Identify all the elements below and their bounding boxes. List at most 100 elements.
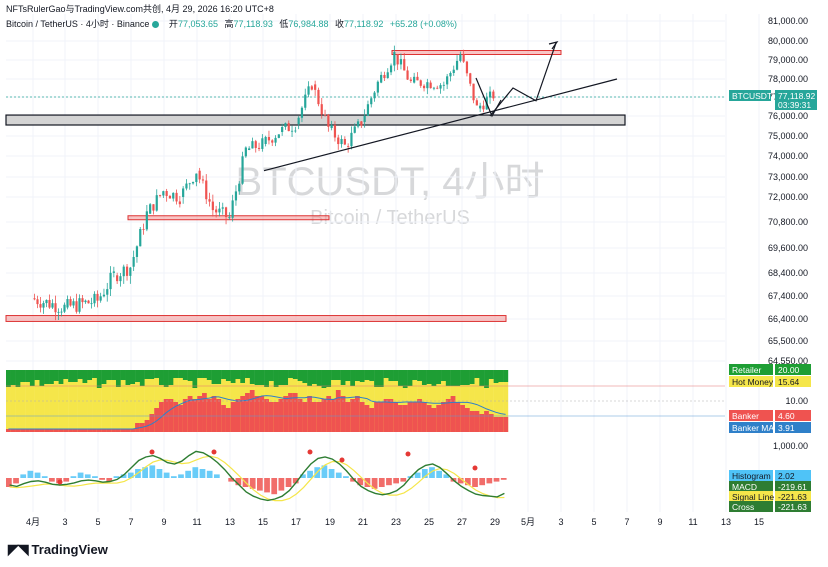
candle-body	[479, 105, 482, 109]
candle-body	[112, 271, 115, 273]
price-tick-label: 73,000.00	[768, 172, 808, 182]
candle-body	[290, 130, 294, 132]
time-tick-label: 17	[291, 517, 301, 527]
banker-bar	[192, 399, 198, 432]
change-value: +65.28 (+0.08%)	[389, 19, 457, 29]
retailer-bar	[34, 370, 40, 380]
banker-ma-tag-value-bg	[775, 422, 811, 433]
retailer-bar	[82, 370, 88, 383]
retailer-bar	[436, 370, 442, 384]
histogram-bar	[421, 469, 428, 478]
histogram-bar	[393, 478, 399, 484]
banker-bar	[273, 402, 279, 432]
candle-body	[482, 105, 485, 110]
close-label: 收	[334, 19, 344, 29]
histogram-bar	[278, 478, 285, 491]
candle-body	[241, 156, 244, 184]
banker-bar	[173, 402, 179, 432]
tradingview-logo[interactable]: ◤◥ TradingView	[8, 541, 108, 558]
banker-ma-tag-label: Banker MA	[732, 423, 774, 433]
candle-body	[452, 69, 455, 74]
candle-body	[198, 170, 201, 180]
hot-money-bar	[479, 386, 485, 432]
retailer-bar	[68, 370, 74, 382]
capital-flow-indicator	[6, 370, 725, 432]
histogram-bar	[192, 467, 199, 478]
candle-body	[90, 303, 93, 305]
hot-money-bar	[503, 382, 509, 432]
candle-body	[78, 298, 81, 312]
retailer-bar	[460, 370, 466, 385]
symbol-description[interactable]: Bitcoin / TetherUS · 4小时 · Binance	[6, 19, 150, 29]
candle-body	[75, 301, 78, 312]
banker-bar	[216, 399, 222, 432]
candle-body	[413, 76, 416, 83]
price-tag-bg	[775, 90, 817, 110]
banker-bar	[68, 429, 74, 432]
retailer-bar	[307, 370, 313, 386]
retailer-bar	[154, 370, 160, 378]
macd-tag-label: Cross	[732, 502, 754, 512]
hot-money-bar	[53, 381, 59, 432]
price-tick-label: 70,800.00	[768, 217, 808, 227]
hot-money-bar	[34, 380, 40, 432]
price-zone	[391, 50, 562, 55]
banker-bar	[355, 396, 360, 432]
candle-body	[254, 141, 257, 148]
candle-body	[455, 60, 459, 70]
candle-body	[106, 289, 109, 295]
time-tick-label: 19	[325, 517, 335, 527]
banker-bar	[402, 405, 408, 432]
candle-body	[409, 79, 412, 81]
candle-body	[234, 191, 238, 201]
hot-money-tag-label: Hot Money	[732, 377, 774, 387]
banker-bar	[460, 405, 466, 432]
time-axis[interactable]: 4月 3 5 7 9 11 13 15 17 19 21 23 25 27 29 5月 3 5 7 9 11 13 15	[26, 517, 764, 527]
histogram-bar	[63, 478, 70, 482]
banker-tag-value-bg	[775, 410, 811, 421]
retailer-bar	[173, 370, 179, 378]
candle-body	[267, 136, 271, 141]
cross-marker	[211, 449, 217, 455]
retailer-bar	[493, 370, 499, 383]
retailer-bar	[412, 370, 418, 380]
time-tick-label: 15	[258, 517, 268, 527]
macd-indicator	[6, 449, 507, 502]
low-value: 76,984.88	[288, 19, 329, 29]
retailer-bar	[206, 370, 212, 380]
grid	[6, 14, 760, 512]
banker-bar	[445, 399, 451, 432]
retailer-bar	[264, 370, 270, 387]
retailer-bar	[87, 370, 93, 380]
banker-bar	[96, 429, 102, 432]
macd-tag-value-bg	[775, 491, 811, 502]
candle-body	[356, 121, 360, 127]
retailer-bar	[283, 370, 289, 385]
retailer-bar	[369, 370, 375, 381]
hot-money-bar	[29, 386, 35, 432]
banker-bar	[479, 414, 485, 432]
market-status-icon	[152, 21, 160, 29]
banker-bar	[316, 402, 322, 432]
candle-body	[492, 91, 495, 99]
candle-body	[182, 188, 185, 197]
banker-bar	[426, 405, 432, 432]
candle-body	[261, 138, 264, 149]
retailer-bar	[58, 370, 64, 384]
candle-body	[459, 54, 462, 61]
banker-bar	[450, 396, 456, 432]
histogram-bar	[84, 474, 91, 478]
banker-bar	[15, 429, 21, 432]
candle-body	[244, 147, 247, 157]
candle-body	[300, 107, 304, 118]
banker-bar	[278, 399, 284, 432]
retailer-bar	[426, 370, 432, 384]
retailer-bar	[288, 370, 294, 378]
flow-tick-label: 10.00	[785, 396, 808, 406]
retailer-bar	[445, 370, 451, 386]
candle-body	[48, 299, 51, 308]
retailer-bar	[331, 370, 337, 380]
candle-body	[142, 228, 145, 230]
brand-name: TradingView	[31, 542, 108, 557]
banker-bar	[111, 429, 117, 432]
